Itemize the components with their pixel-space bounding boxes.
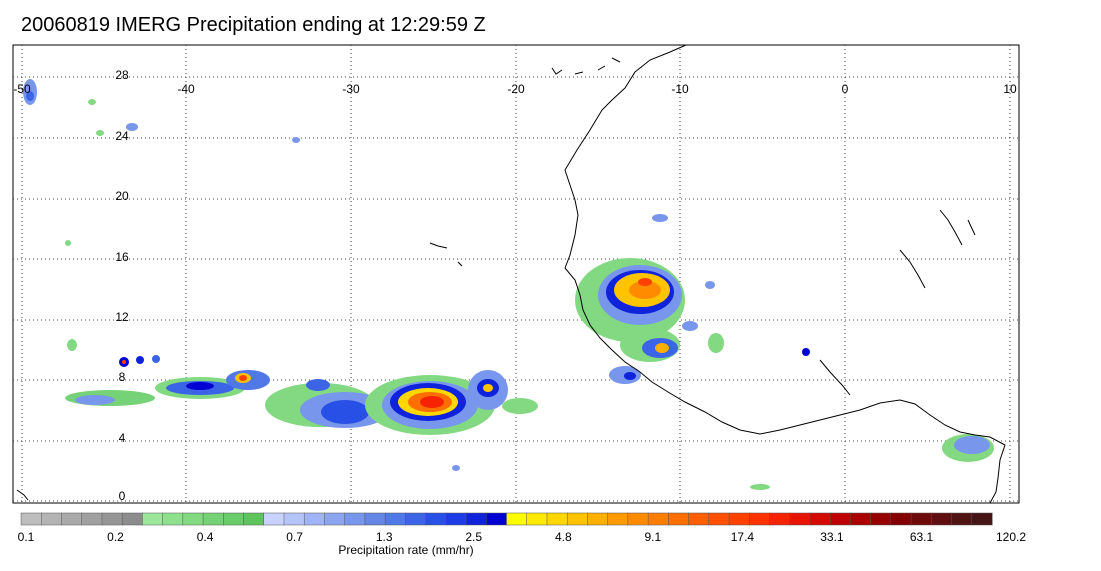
map-title: 20060819 IMERG Precipitation ending at 1… bbox=[21, 14, 486, 36]
colorbar-tick-label: 0.7 bbox=[286, 530, 303, 544]
lat-labels: 28 24 20 16 12 8 4 0 bbox=[115, 68, 129, 503]
island-coast bbox=[16, 242, 463, 501]
colorbar-swatch bbox=[688, 512, 710, 526]
colorbar-swatch bbox=[931, 512, 953, 526]
colorbar-swatch bbox=[890, 512, 912, 526]
graticule bbox=[13, 45, 1019, 503]
colorbar-swatch bbox=[910, 512, 932, 526]
colorbar-swatch bbox=[344, 512, 366, 526]
colorbar-swatch bbox=[749, 512, 771, 526]
colorbar-swatch bbox=[850, 512, 872, 526]
colorbar-swatch bbox=[101, 512, 123, 526]
colorbar-swatch bbox=[40, 512, 63, 526]
colorbar-swatch bbox=[971, 512, 993, 526]
colorbar-tick-label: 17.4 bbox=[731, 530, 755, 544]
lon-label: -30 bbox=[342, 82, 360, 96]
colorbar-swatch bbox=[728, 512, 750, 526]
colorbar-swatch bbox=[81, 512, 103, 526]
colorbar-swatch bbox=[61, 512, 83, 526]
colorbar-swatch bbox=[829, 512, 851, 526]
colorbar-swatch bbox=[627, 512, 649, 526]
colorbar-swatch bbox=[425, 512, 447, 526]
colorbar-swatch bbox=[506, 512, 528, 526]
colorbar-swatch bbox=[647, 512, 669, 526]
colorbar-swatch bbox=[223, 512, 245, 526]
colorbar-swatch bbox=[263, 512, 285, 526]
colorbar-swatch bbox=[951, 512, 973, 526]
colorbar-tick-label: 0.2 bbox=[107, 530, 124, 544]
colorbar-swatch bbox=[708, 512, 730, 526]
lon-label: -20 bbox=[507, 82, 525, 96]
colorbar-tick-label: 0.1 bbox=[18, 530, 35, 544]
colorbar-title: Precipitation rate (mm/hr) bbox=[338, 543, 473, 557]
colorbar-swatch bbox=[20, 512, 42, 526]
colorbar-swatch bbox=[182, 512, 204, 526]
colorbar-swatch bbox=[364, 512, 386, 526]
colorbar-swatch bbox=[324, 512, 346, 526]
colorbar-swatch bbox=[607, 512, 629, 526]
lat-label: 24 bbox=[115, 129, 129, 143]
colorbar-swatch bbox=[121, 512, 143, 526]
colorbar-swatch bbox=[769, 512, 791, 526]
lon-label: -50 bbox=[13, 82, 31, 96]
colorbar-swatch bbox=[526, 512, 548, 526]
coastline-northwest bbox=[551, 57, 621, 75]
colorbar-swatch bbox=[384, 512, 406, 526]
colorbar-tick-labels: 0.1 0.2 0.4 0.7 1.3 2.5 4.8 9.1 17.4 33.1 63.1 120.… bbox=[18, 530, 1027, 544]
lat-label: 8 bbox=[119, 370, 126, 384]
colorbar-swatch bbox=[668, 512, 690, 526]
lat-label: 0 bbox=[119, 489, 126, 503]
colorbar-swatch bbox=[303, 512, 325, 526]
colorbar-tick-label: 63.1 bbox=[910, 530, 934, 544]
colorbar-tick-label: 120.2 bbox=[996, 530, 1026, 544]
colorbar-swatch bbox=[243, 512, 265, 526]
colorbar bbox=[20, 512, 993, 526]
colorbar-swatch bbox=[870, 512, 892, 526]
colorbar-swatch bbox=[809, 512, 831, 526]
colorbar-swatch bbox=[202, 512, 224, 526]
colorbar-swatch bbox=[445, 512, 467, 526]
precipitation-field bbox=[23, 79, 994, 490]
lon-label: 0 bbox=[842, 82, 849, 96]
colorbar-tick-label: 9.1 bbox=[644, 530, 661, 544]
colorbar-swatch bbox=[546, 512, 568, 526]
lon-label: -40 bbox=[177, 82, 195, 96]
lat-label: 28 bbox=[115, 68, 129, 82]
colorbar-swatch bbox=[789, 512, 811, 526]
colorbar-tick-label: 0.4 bbox=[197, 530, 214, 544]
lat-label: 12 bbox=[115, 310, 129, 324]
colorbar-tick-label: 33.1 bbox=[820, 530, 844, 544]
colorbar-swatch bbox=[162, 512, 184, 526]
colorbar-swatch bbox=[486, 512, 508, 526]
colorbar-tick-label: 4.8 bbox=[555, 530, 572, 544]
river-lines bbox=[819, 209, 976, 396]
coastline bbox=[564, 44, 1006, 504]
lat-label: 20 bbox=[115, 189, 129, 203]
lon-labels: -50 -40 -30 -20 -10 0 10 bbox=[13, 82, 1017, 96]
lon-label: 10 bbox=[1003, 82, 1017, 96]
colorbar-swatch bbox=[566, 512, 588, 526]
colorbar-swatch bbox=[283, 512, 305, 526]
colorbar-tick-label: 2.5 bbox=[465, 530, 482, 544]
colorbar-swatch bbox=[142, 512, 164, 526]
colorbar-swatch bbox=[405, 512, 427, 526]
colorbar-swatch bbox=[465, 512, 487, 526]
lat-label: 4 bbox=[119, 431, 126, 445]
lon-label: -10 bbox=[671, 82, 689, 96]
colorbar-swatch bbox=[587, 512, 609, 526]
colorbar-tick-label: 1.3 bbox=[376, 530, 393, 544]
lat-label: 16 bbox=[115, 250, 129, 264]
